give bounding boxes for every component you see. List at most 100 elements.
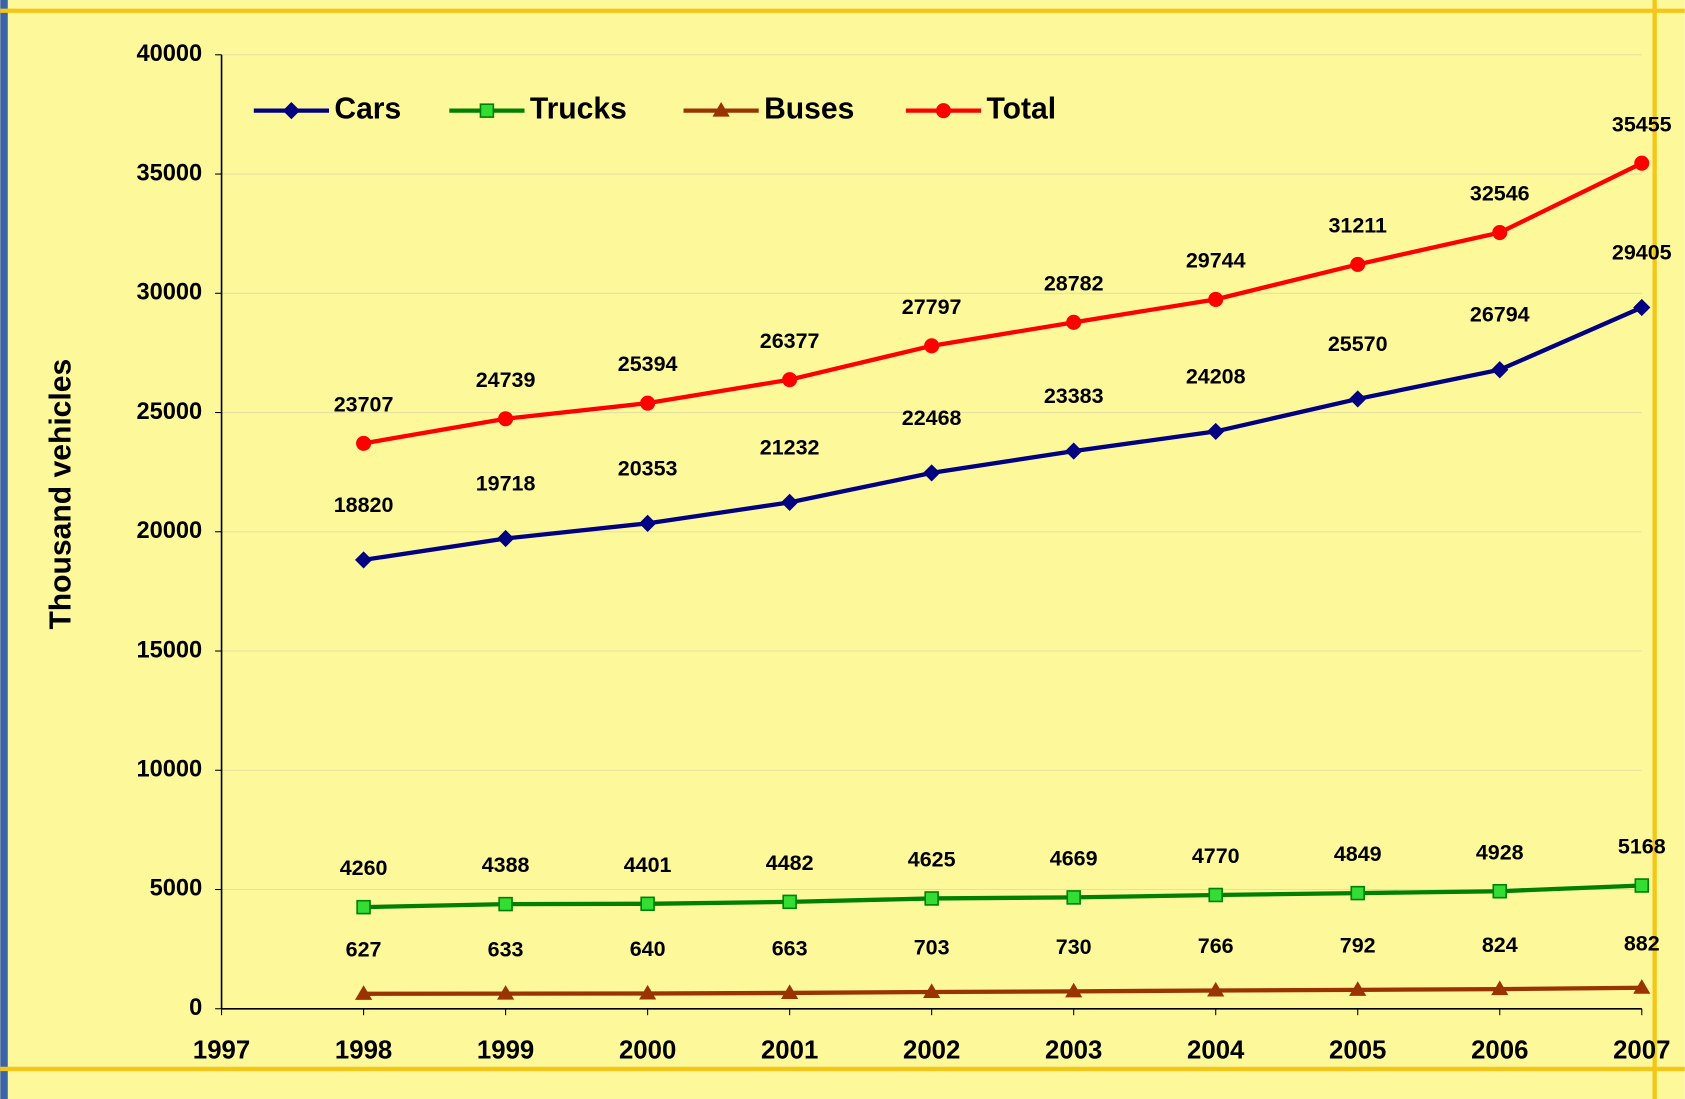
marker — [924, 891, 939, 906]
data-label: 4669 — [1050, 846, 1098, 870]
y-tick-label: 10000 — [137, 757, 203, 783]
data-label: 4928 — [1476, 840, 1524, 864]
x-tick-label: 2007 — [1613, 1037, 1670, 1065]
x-tick-label: 2006 — [1471, 1037, 1528, 1065]
marker — [1350, 256, 1366, 272]
marker — [924, 338, 940, 354]
data-label: 792 — [1340, 934, 1376, 958]
marker — [1208, 887, 1223, 903]
legend-label: Cars — [334, 93, 401, 126]
y-tick-label: 5000 — [150, 876, 203, 902]
marker — [1066, 890, 1081, 905]
marker — [1492, 225, 1508, 241]
marker — [356, 899, 371, 915]
data-label: 29405 — [1612, 240, 1672, 264]
x-tick-label: 2005 — [1329, 1037, 1386, 1065]
legend-marker — [935, 103, 952, 119]
y-tick-label: 30000 — [137, 280, 203, 306]
marker — [1634, 878, 1650, 893]
data-label: 22468 — [902, 406, 962, 430]
marker — [354, 551, 373, 569]
legend-marker — [712, 102, 730, 117]
data-label: 4260 — [340, 856, 388, 880]
data-label: 32546 — [1470, 182, 1530, 206]
x-tick-label: 2004 — [1187, 1037, 1245, 1065]
data-label: 28782 — [1044, 271, 1104, 295]
y-tick-label: 35000 — [137, 160, 203, 186]
marker — [1208, 291, 1224, 307]
series-line — [363, 305, 1643, 563]
marker — [640, 896, 655, 912]
data-label: 5168 — [1618, 835, 1666, 859]
data-label: 640 — [630, 937, 666, 961]
data-label: 4401 — [624, 853, 672, 877]
marker — [640, 395, 656, 411]
data-label: 23707 — [334, 392, 394, 416]
x-tick-label: 2002 — [903, 1037, 960, 1065]
marker — [498, 411, 514, 427]
marker — [782, 894, 797, 910]
series-line — [363, 985, 1642, 996]
legend-label: Total — [986, 93, 1056, 126]
data-label: 824 — [1482, 933, 1518, 957]
x-tick-label: 1997 — [193, 1037, 250, 1065]
y-tick-label: 40000 — [137, 41, 203, 67]
data-label: 26377 — [760, 329, 820, 353]
y-tick-label: 15000 — [137, 637, 203, 663]
x-tick-label: 1999 — [477, 1037, 534, 1065]
data-label: 4625 — [908, 848, 956, 872]
marker — [1349, 981, 1367, 996]
data-label: 633 — [488, 937, 524, 961]
marker — [354, 985, 373, 1000]
data-label: 24208 — [1186, 364, 1246, 388]
x-tick-label: 1998 — [335, 1037, 392, 1065]
marker — [1491, 980, 1509, 996]
marker — [1065, 442, 1083, 460]
marker — [356, 435, 372, 451]
marker — [1207, 981, 1225, 997]
data-label: 29744 — [1186, 248, 1246, 272]
marker — [782, 372, 798, 388]
data-label: 25394 — [618, 352, 678, 376]
data-label: 23383 — [1044, 384, 1104, 408]
marker — [781, 984, 799, 999]
marker — [497, 529, 515, 548]
x-tick-label: 2000 — [619, 1037, 676, 1065]
data-label: 21232 — [760, 435, 820, 459]
data-label: 4482 — [766, 851, 814, 875]
marker — [1065, 982, 1083, 998]
data-label: 27797 — [902, 295, 962, 319]
x-tick-label: 2003 — [1045, 1037, 1102, 1065]
legend-marker — [479, 103, 495, 118]
data-label: 19718 — [476, 471, 536, 495]
data-label: 26794 — [1470, 303, 1530, 327]
data-label: 4849 — [1334, 842, 1382, 866]
marker — [639, 984, 657, 1000]
series-line — [363, 161, 1643, 446]
marker — [1350, 885, 1365, 901]
left-strip — [0, 0, 8, 1099]
data-label: 663 — [772, 937, 808, 961]
marker — [1633, 979, 1651, 994]
data-label: 25570 — [1328, 332, 1388, 356]
marker — [497, 985, 515, 1000]
y-tick-label: 0 — [189, 995, 202, 1021]
y-axis-label: Thousand vehicles — [45, 359, 78, 630]
data-label: 882 — [1624, 931, 1660, 955]
data-label: 31211 — [1328, 213, 1387, 237]
data-label: 4770 — [1192, 844, 1240, 868]
data-label: 20353 — [618, 456, 678, 480]
marker — [1207, 422, 1225, 441]
legend-label: Trucks — [530, 93, 627, 126]
data-label: 730 — [1056, 935, 1092, 959]
data-label: 18820 — [334, 493, 394, 517]
marker — [923, 983, 941, 999]
marker — [639, 514, 657, 532]
marker — [498, 896, 513, 912]
y-tick-label: 25000 — [137, 399, 203, 425]
series-line — [363, 883, 1642, 910]
marker — [1066, 314, 1082, 330]
y-tick-label: 20000 — [137, 518, 203, 544]
